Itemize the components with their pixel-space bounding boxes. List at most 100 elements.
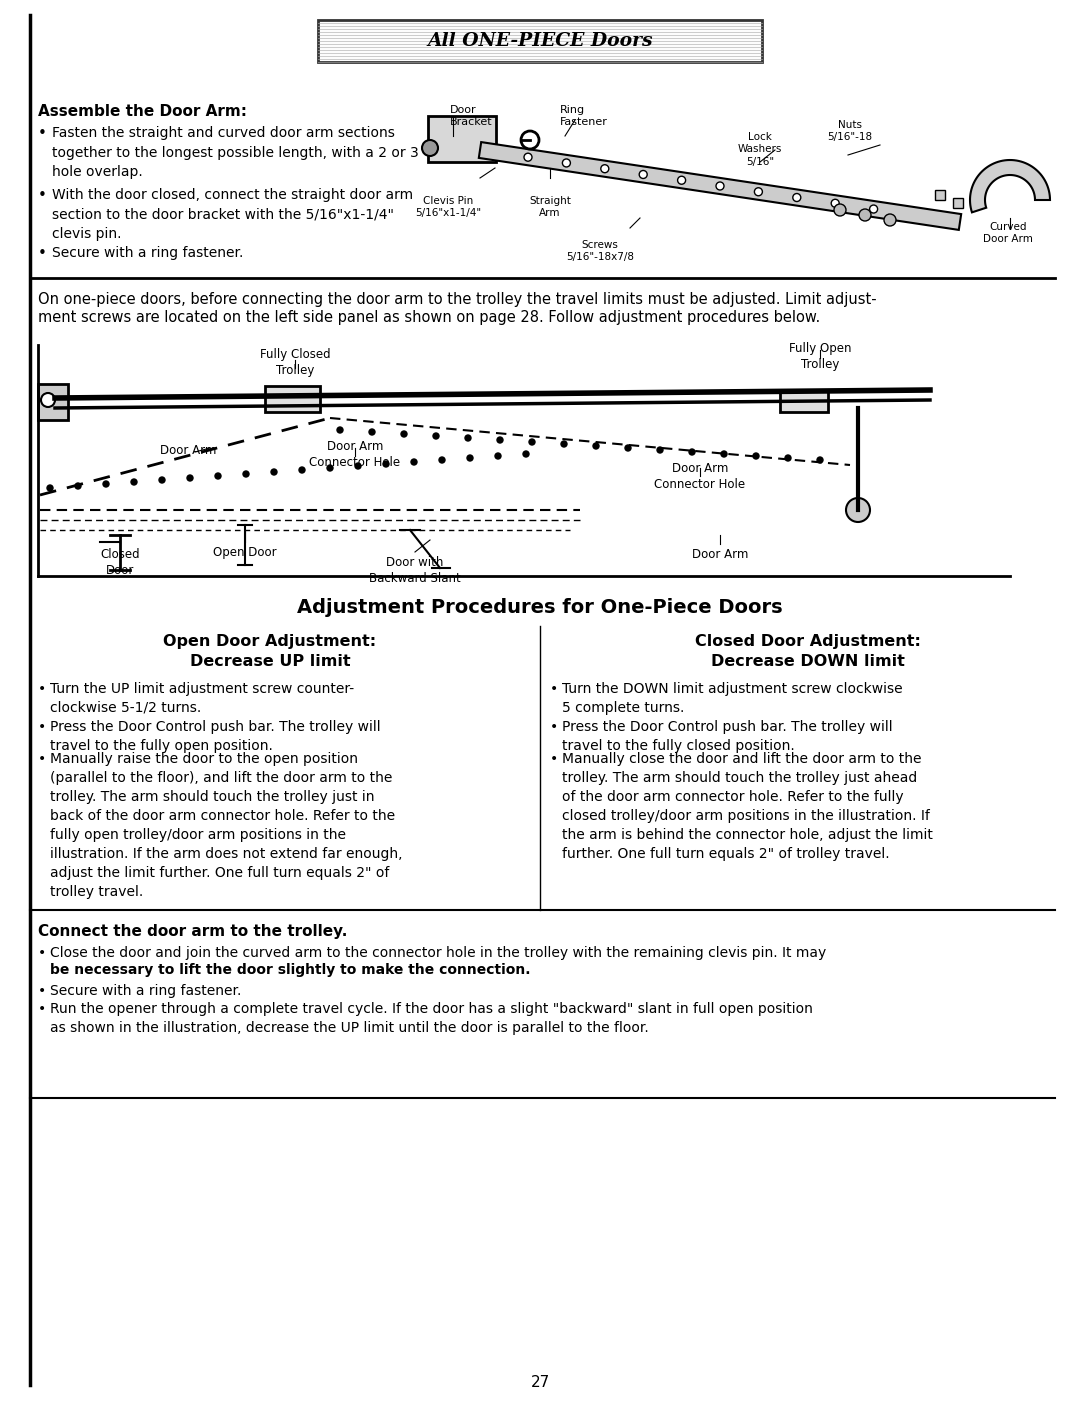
- Circle shape: [383, 461, 389, 468]
- Circle shape: [327, 465, 333, 470]
- Text: Screws
5/16"-18x7/8: Screws 5/16"-18x7/8: [566, 240, 634, 263]
- Circle shape: [832, 199, 839, 208]
- Text: Door Arm
Connector Hole: Door Arm Connector Hole: [654, 462, 745, 491]
- Circle shape: [563, 159, 570, 167]
- Text: Open Door: Open Door: [213, 546, 276, 559]
- Circle shape: [433, 432, 438, 439]
- Circle shape: [846, 498, 870, 522]
- Text: •: •: [38, 1002, 46, 1016]
- Text: •: •: [38, 246, 46, 261]
- Circle shape: [271, 469, 276, 475]
- FancyBboxPatch shape: [265, 386, 320, 411]
- Circle shape: [785, 455, 791, 461]
- Circle shape: [755, 188, 762, 195]
- Circle shape: [411, 459, 417, 465]
- Circle shape: [625, 445, 631, 451]
- Circle shape: [41, 393, 55, 407]
- Text: On one-piece doors, before connecting the door arm to the trolley the travel lim: On one-piece doors, before connecting th…: [38, 292, 877, 307]
- Circle shape: [721, 451, 727, 456]
- Circle shape: [187, 475, 193, 482]
- Text: •: •: [38, 946, 46, 960]
- Circle shape: [600, 164, 609, 173]
- Circle shape: [337, 427, 343, 432]
- Text: Turn the DOWN limit adjustment screw clockwise
5 complete turns.: Turn the DOWN limit adjustment screw clo…: [562, 682, 903, 715]
- Circle shape: [529, 439, 535, 445]
- Text: Manually close the door and lift the door arm to the
trolley. The arm should tou: Manually close the door and lift the doo…: [562, 753, 933, 861]
- Circle shape: [859, 209, 870, 220]
- Circle shape: [438, 456, 445, 463]
- Text: Secure with a ring fastener.: Secure with a ring fastener.: [50, 984, 241, 998]
- Text: Curved
Door Arm: Curved Door Arm: [983, 222, 1032, 244]
- FancyBboxPatch shape: [428, 117, 496, 161]
- Circle shape: [561, 441, 567, 446]
- Text: Secure with a ring fastener.: Secure with a ring fastener.: [52, 246, 243, 260]
- Text: •: •: [550, 720, 558, 734]
- Circle shape: [816, 456, 823, 463]
- Text: With the door closed, connect the straight door arm
section to the door bracket : With the door closed, connect the straig…: [52, 188, 414, 241]
- Circle shape: [495, 453, 501, 459]
- Text: Press the Door Control push bar. The trolley will
travel to the fully open posit: Press the Door Control push bar. The tro…: [50, 720, 380, 753]
- Circle shape: [869, 205, 878, 213]
- Circle shape: [401, 431, 407, 437]
- Circle shape: [215, 473, 221, 479]
- Text: •: •: [38, 126, 46, 140]
- Text: Door
Bracket: Door Bracket: [450, 105, 492, 128]
- Text: Closed
Door: Closed Door: [100, 548, 139, 577]
- Text: •: •: [550, 682, 558, 696]
- Circle shape: [639, 170, 647, 178]
- Circle shape: [657, 446, 663, 453]
- Text: Ring
Fastener: Ring Fastener: [561, 105, 608, 128]
- Text: •: •: [550, 753, 558, 767]
- Circle shape: [677, 177, 686, 184]
- Text: Assemble the Door Arm:: Assemble the Door Arm:: [38, 104, 247, 119]
- Text: Door Arm
Connector Hole: Door Arm Connector Hole: [310, 439, 401, 469]
- Circle shape: [369, 430, 375, 435]
- Circle shape: [422, 140, 438, 156]
- Text: Press the Door Control push bar. The trolley will
travel to the fully closed pos: Press the Door Control push bar. The tro…: [562, 720, 893, 753]
- Circle shape: [467, 455, 473, 461]
- Text: Clevis Pin
5/16"x1-1/4": Clevis Pin 5/16"x1-1/4": [415, 197, 481, 219]
- Circle shape: [355, 463, 361, 469]
- Circle shape: [523, 451, 529, 456]
- Circle shape: [753, 453, 759, 459]
- Text: Fully Open
Trolley: Fully Open Trolley: [788, 343, 851, 371]
- Text: •: •: [38, 984, 46, 998]
- Text: Run the opener through a complete travel cycle. If the door has a slight "backwa: Run the opener through a complete travel…: [50, 1002, 813, 1035]
- Text: Turn the UP limit adjustment screw counter-
clockwise 5-1/2 turns.: Turn the UP limit adjustment screw count…: [50, 682, 354, 715]
- Circle shape: [159, 477, 165, 483]
- Text: Connect the door arm to the trolley.: Connect the door arm to the trolley.: [38, 924, 348, 939]
- Text: Manually raise the door to the open position
(parallel to the floor), and lift t: Manually raise the door to the open posi…: [50, 753, 403, 899]
- Circle shape: [465, 435, 471, 441]
- Text: Close the door and join the curved arm to the connector hole in the trolley with: Close the door and join the curved arm t…: [50, 946, 826, 960]
- Circle shape: [524, 153, 532, 161]
- Circle shape: [299, 468, 305, 473]
- Text: Closed Door Adjustment:: Closed Door Adjustment:: [696, 635, 921, 649]
- Text: Door Arm: Door Arm: [160, 444, 216, 456]
- Circle shape: [103, 482, 109, 487]
- Text: •: •: [38, 188, 46, 204]
- Text: Open Door Adjustment:: Open Door Adjustment:: [163, 635, 377, 649]
- Circle shape: [793, 194, 800, 202]
- Circle shape: [497, 437, 503, 444]
- Text: 27: 27: [530, 1375, 550, 1390]
- Text: Decrease DOWN limit: Decrease DOWN limit: [711, 654, 905, 668]
- FancyBboxPatch shape: [953, 198, 963, 208]
- Text: Decrease UP limit: Decrease UP limit: [190, 654, 350, 668]
- Text: Straight
Arm: Straight Arm: [529, 197, 571, 219]
- Text: Door Arm: Door Arm: [692, 548, 748, 562]
- Text: •: •: [38, 720, 46, 734]
- Circle shape: [243, 470, 249, 477]
- Circle shape: [48, 484, 53, 491]
- Text: •: •: [38, 753, 46, 767]
- Text: All ONE-PIECE Doors: All ONE-PIECE Doors: [428, 32, 652, 51]
- Text: Adjustment Procedures for One-Piece Doors: Adjustment Procedures for One-Piece Door…: [297, 598, 783, 616]
- Circle shape: [885, 213, 896, 226]
- Circle shape: [75, 483, 81, 489]
- Text: Nuts
5/16"-18: Nuts 5/16"-18: [827, 119, 873, 142]
- Polygon shape: [970, 160, 1050, 212]
- Polygon shape: [478, 142, 961, 230]
- FancyBboxPatch shape: [935, 190, 945, 199]
- Text: •: •: [38, 682, 46, 696]
- Text: Door with
Backward Slant: Door with Backward Slant: [369, 556, 461, 585]
- Circle shape: [593, 444, 599, 449]
